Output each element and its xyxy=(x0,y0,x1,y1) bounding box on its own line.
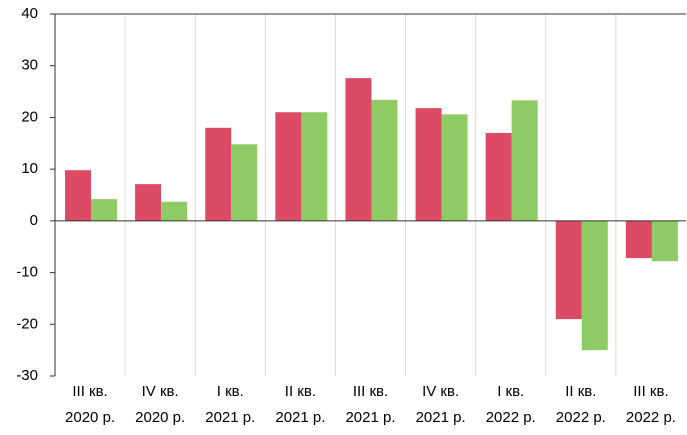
x-tick-label: I кв. xyxy=(497,383,524,400)
x-tick-label: 2021 р. xyxy=(275,409,325,426)
bar xyxy=(91,199,117,221)
x-tick-label: 2020 р. xyxy=(135,409,185,426)
x-tick-label: II кв. xyxy=(565,383,596,400)
x-tick-label: 2020 р. xyxy=(65,409,115,426)
x-tick-label: IV кв. xyxy=(422,383,459,400)
y-tick-label: -20 xyxy=(16,315,38,332)
y-tick-label: 30 xyxy=(21,57,38,74)
bar xyxy=(485,132,512,221)
bar xyxy=(581,220,608,351)
x-tick-label: IV кв. xyxy=(142,383,179,400)
y-tick-label: 40 xyxy=(21,5,38,22)
bar xyxy=(301,112,328,221)
x-tick-label: 2022 р. xyxy=(556,409,606,426)
x-tick-label: III кв. xyxy=(633,383,668,400)
bar xyxy=(415,108,442,221)
x-tick-label: III кв. xyxy=(353,383,388,400)
bar xyxy=(651,220,678,262)
bar xyxy=(625,220,652,259)
bar xyxy=(135,184,162,221)
bar xyxy=(65,170,91,221)
x-tick-label: 2021 р. xyxy=(205,409,255,426)
x-tick-label: I кв. xyxy=(217,383,244,400)
bar xyxy=(555,220,582,320)
x-tick-label: 2021 р. xyxy=(345,409,395,426)
bar xyxy=(345,78,372,221)
y-tick-label: -30 xyxy=(16,367,38,384)
bar xyxy=(231,144,258,221)
bar xyxy=(441,114,468,221)
bar xyxy=(205,127,232,221)
x-tick-label: II кв. xyxy=(285,383,316,400)
x-tick-label: 2022 р. xyxy=(626,409,676,426)
bar xyxy=(275,112,302,221)
y-tick-label: 0 xyxy=(30,212,38,229)
bar xyxy=(511,100,538,221)
x-tick-label: III кв. xyxy=(72,383,107,400)
x-tick-label: 2021 р. xyxy=(416,409,466,426)
y-tick-label: -10 xyxy=(16,264,38,281)
bar xyxy=(371,99,398,221)
bar xyxy=(161,201,188,221)
x-tick-label: 2022 р. xyxy=(486,409,536,426)
y-tick-label: 20 xyxy=(21,108,38,125)
y-tick-label: 10 xyxy=(21,160,38,177)
